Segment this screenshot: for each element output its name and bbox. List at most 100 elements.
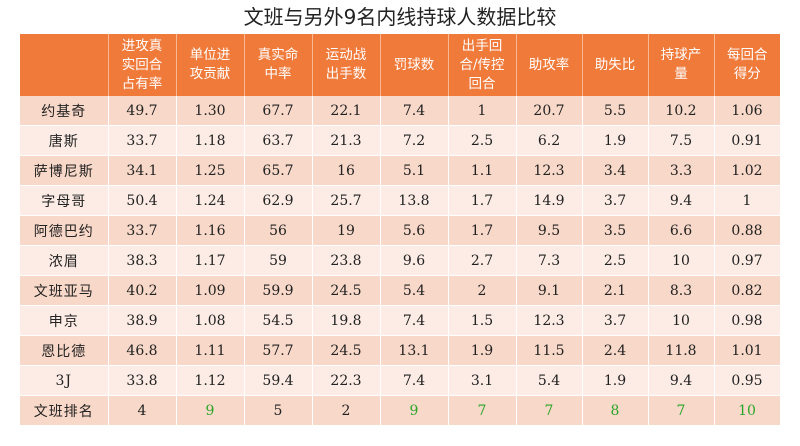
value-cell: 40.2 [108, 275, 177, 306]
value-cell: 1.18 [176, 125, 245, 156]
value-cell: 3.7 [582, 185, 649, 216]
value-cell: 7.4 [380, 365, 449, 396]
chart-title: 文班与另外9名内线持球人数据比较 [243, 5, 557, 29]
value-cell: 24.5 [312, 335, 381, 366]
value-cell: 3.3 [648, 155, 715, 186]
value-cell: 7.4 [380, 305, 449, 336]
value-cell: 38.9 [108, 305, 177, 336]
value-cell: 1.16 [176, 215, 245, 246]
value-cell: 8.3 [648, 275, 715, 306]
value-cell: 2.4 [582, 335, 649, 366]
value-cell: 6.2 [516, 125, 583, 156]
value-cell: 1.5 [448, 305, 517, 336]
value-cell: 33.8 [108, 365, 177, 396]
value-cell: 3.5 [582, 215, 649, 246]
player-name-cell: 恩比德 [20, 335, 109, 366]
value-cell: 23.8 [312, 245, 381, 276]
column-header: 单位进 攻贡献 [176, 34, 245, 96]
value-cell: 24.5 [312, 275, 381, 306]
column-header: 出手回 合/传控 回合 [448, 34, 517, 96]
value-cell: 11.8 [648, 335, 715, 366]
value-cell: 9.6 [380, 245, 449, 276]
value-cell: 1.12 [176, 365, 245, 396]
value-cell: 13.1 [380, 335, 449, 366]
column-header-label: 每回合 得分 [727, 47, 768, 82]
value-cell: 1.9 [582, 125, 649, 156]
value-cell: 0.97 [714, 245, 781, 276]
value-cell: 49.7 [108, 96, 177, 126]
value-cell: 62.9 [244, 185, 313, 216]
column-header: 运动战 出手数 [312, 34, 381, 96]
column-header: 每回合 得分 [714, 34, 780, 96]
value-cell: 59.4 [244, 365, 313, 396]
value-cell: 13.8 [380, 185, 449, 216]
value-cell: 12.3 [516, 305, 583, 336]
player-name-cell: 约基奇 [20, 96, 109, 126]
value-cell: 9.4 [648, 365, 715, 396]
value-cell: 1.06 [714, 96, 781, 126]
value-cell: 9.4 [648, 185, 715, 216]
value-cell: 6.6 [648, 215, 715, 246]
table-row: 阿德巴约 33.7 1.16 56 19 5.6 1.7 9.5 3.5 6.6 0.88 [20, 215, 781, 246]
value-cell: 2.1 [582, 275, 649, 306]
table-row: 恩比德 46.8 1.11 57.7 24.5 13.1 1.9 11.5 2.4 11.8 1.0… [20, 335, 781, 366]
value-cell: 46.8 [108, 335, 177, 366]
value-cell: 34.1 [108, 155, 177, 186]
value-cell: 19.8 [312, 305, 381, 336]
table-row: 萨博尼斯 34.1 1.25 65.7 16 5.1 1.1 12.3 3.4 3.3 1.02 [20, 155, 781, 186]
value-cell: 1 [714, 185, 781, 216]
value-cell: 50.4 [108, 185, 177, 216]
table-row: 约基奇 49.7 1.30 67.7 22.1 7.4 1 20.7 5.5 10.2 1.06 [20, 96, 781, 126]
value-cell: 14.9 [516, 185, 583, 216]
table-row: 申京 38.9 1.08 54.5 19.8 7.4 1.5 12.3 3.7 10 0.98 [20, 305, 781, 336]
value-cell: 54.5 [244, 305, 313, 336]
value-cell: 9.1 [516, 275, 583, 306]
value-cell: 3.1 [448, 365, 517, 396]
value-cell: 63.7 [244, 125, 313, 156]
value-cell: 1.1 [448, 155, 517, 186]
column-header-label: 单位进 攻贡献 [189, 47, 231, 82]
value-cell: 5 [244, 395, 313, 426]
value-cell: 56 [244, 215, 313, 246]
value-cell: 2 [312, 395, 381, 426]
column-header: 持球产 量 [648, 34, 715, 96]
column-header: 罚球数 [380, 34, 449, 96]
player-name-cell: 萨博尼斯 [20, 155, 109, 186]
value-cell: 1.11 [176, 335, 245, 366]
value-cell: 0.82 [714, 275, 781, 306]
value-cell: 1.25 [176, 155, 245, 186]
column-header-label: 真实命 中率 [257, 47, 299, 82]
value-cell: 20.7 [516, 96, 583, 126]
value-cell: 12.3 [516, 155, 583, 186]
value-cell: 9.5 [516, 215, 583, 246]
header-row: 进攻真 实回合 占有率 单位进 攻贡献 真实命 中率 运动战 出手数 罚球数 出手回 合/… [20, 34, 780, 96]
column-header: 助攻率 [516, 34, 583, 96]
player-name-cell: 文班排名 [20, 395, 109, 426]
column-header-label: 出手回 合/传控 回合 [459, 37, 505, 92]
value-cell: 2.5 [448, 125, 517, 156]
data-table: 进攻真 实回合 占有率 单位进 攻贡献 真实命 中率 运动战 出手数 罚球数 出手回 合/… [20, 34, 781, 426]
table-body: 约基奇 49.7 1.30 67.7 22.1 7.4 1 20.7 5.5 10.2 1.06 唐斯… [20, 96, 781, 426]
value-cell: 0.95 [714, 365, 781, 396]
value-cell: 59 [244, 245, 313, 276]
value-cell: 22.3 [312, 365, 381, 396]
value-cell: 22.1 [312, 96, 381, 126]
value-cell: 9 [176, 395, 245, 426]
column-header [20, 34, 109, 96]
value-cell: 5.4 [516, 365, 583, 396]
value-cell: 0.91 [714, 125, 781, 156]
value-cell: 21.3 [312, 125, 381, 156]
column-header-label: 持球产 量 [660, 47, 702, 82]
value-cell: 5.6 [380, 215, 449, 246]
value-cell: 19 [312, 215, 381, 246]
value-cell: 5.5 [582, 96, 649, 126]
column-header-label: 助攻率 [528, 56, 570, 73]
value-cell: 1.02 [714, 155, 781, 186]
value-cell: 1.08 [176, 305, 245, 336]
table-row: 文班排名 4 9 5 2 9 7 7 8 7 10 [20, 395, 781, 426]
player-name-cell: 阿德巴约 [20, 215, 109, 246]
table-row: 浓眉 38.3 1.17 59 23.8 9.6 2.7 7.3 2.5 10 0.97 [20, 245, 781, 276]
player-name-cell: 浓眉 [20, 245, 109, 276]
value-cell: 2 [448, 275, 517, 306]
column-header: 进攻真 实回合 占有率 [108, 34, 177, 96]
